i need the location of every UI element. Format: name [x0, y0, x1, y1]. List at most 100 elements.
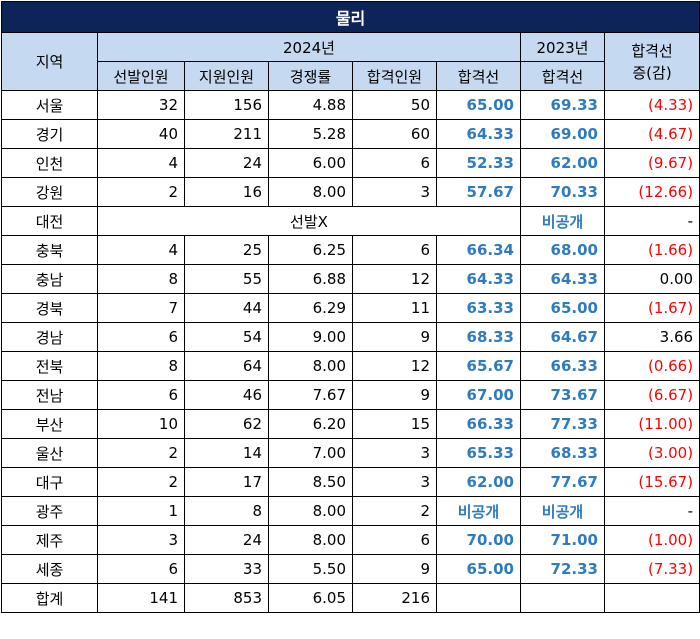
- header-selected: 선발인원: [97, 61, 185, 91]
- cell-ratio: 8.50: [268, 467, 353, 497]
- cell-passed: 12: [352, 351, 437, 381]
- cell-total-label: 합계: [1, 583, 98, 613]
- cell-region: 충남: [1, 264, 98, 294]
- table-row: 대구 2 17 8.50 3 62.00 77.67 (15.67): [1, 467, 700, 497]
- table-row: 충북 4 25 6.25 6 66.34 68.00 (1.66): [1, 235, 700, 265]
- table-row: 전북 8 64 8.00 12 65.67 66.33 (0.66): [1, 351, 700, 381]
- cell-cutoff-2023: 68.33: [520, 438, 605, 468]
- header-ratio: 경쟁률: [268, 61, 353, 91]
- cell-region: 경북: [1, 293, 98, 323]
- cell-applicants: 24: [184, 148, 269, 178]
- cell-total-applicants: 853: [184, 583, 269, 613]
- cell-applicants: 25: [184, 235, 269, 265]
- cell-applicants: 14: [184, 438, 269, 468]
- cell-total-cutoff-2024: [436, 583, 521, 613]
- cell-passed: 3: [352, 438, 437, 468]
- cell-applicants: 8: [184, 496, 269, 526]
- cell-selected: 7: [97, 293, 185, 323]
- cell-ratio: 9.00: [268, 322, 353, 352]
- cell-ratio: 7.67: [268, 380, 353, 410]
- cell-cutoff-2023: 비공개: [520, 496, 605, 526]
- cell-selected: 3: [97, 525, 185, 555]
- cell-cutoff-2023: 70.33: [520, 177, 605, 207]
- cell-cutoff-2023: 비공개: [520, 206, 605, 236]
- cell-cutoff-2023: 69.00: [520, 119, 605, 149]
- cell-applicants: 211: [184, 119, 269, 149]
- table-row: 부산 10 62 6.20 15 66.33 77.33 (11.00): [1, 409, 700, 439]
- cell-total-cutoff-2023: [520, 583, 605, 613]
- cell-cutoff-2023: 72.33: [520, 554, 605, 584]
- cell-passed: 3: [352, 177, 437, 207]
- header-change-line2: 증(감): [632, 63, 672, 82]
- cell-region: 전남: [1, 380, 98, 410]
- cell-cutoff-2023: 64.33: [520, 264, 605, 294]
- cell-cutoff-2023: 77.67: [520, 467, 605, 497]
- cell-passed: 9: [352, 322, 437, 352]
- cell-cutoff-2024: 64.33: [436, 119, 521, 149]
- cell-cutoff-2023: 62.00: [520, 148, 605, 178]
- cell-ratio: 5.28: [268, 119, 353, 149]
- table-row: 강원 2 16 8.00 3 57.67 70.33 (12.66): [1, 177, 700, 207]
- cell-change: (15.67): [603, 467, 700, 497]
- cell-change: -: [603, 206, 700, 236]
- cell-selected: 32: [97, 90, 185, 120]
- cell-selected: 2: [97, 467, 185, 497]
- header-region: 지역: [1, 32, 98, 91]
- cell-region: 부산: [1, 409, 98, 439]
- cell-passed: 15: [352, 409, 437, 439]
- cell-cutoff-2023: 71.00: [520, 525, 605, 555]
- cell-selected: 4: [97, 235, 185, 265]
- cell-selected: 6: [97, 322, 185, 352]
- cell-ratio: 8.00: [268, 351, 353, 381]
- cell-applicants: 17: [184, 467, 269, 497]
- cell-selected: 2: [97, 177, 185, 207]
- cell-region: 충북: [1, 235, 98, 265]
- cell-change: (1.67): [603, 293, 700, 323]
- cell-cutoff-2024: 70.00: [436, 525, 521, 555]
- cell-change: (3.00): [603, 438, 700, 468]
- cell-selected: 6: [97, 554, 185, 584]
- table-row: 울산 2 14 7.00 3 65.33 68.33 (3.00): [1, 438, 700, 468]
- cell-passed: 6: [352, 235, 437, 265]
- cutoff-table: 물리 지역 2024년 2023년 합격선 증(감) 선발인원 지원인원 경쟁률…: [0, 1, 700, 613]
- cell-applicants: 62: [184, 409, 269, 439]
- table-row: 대전 선발X 비공개 -: [1, 206, 700, 236]
- cell-change: (4.33): [603, 90, 700, 120]
- cell-cutoff-2024: 64.33: [436, 264, 521, 294]
- cell-change: (7.33): [603, 554, 700, 584]
- table-row: 전남 6 46 7.67 9 67.00 73.67 (6.67): [1, 380, 700, 410]
- cell-passed: 2: [352, 496, 437, 526]
- table-row: 세종 6 33 5.50 9 65.00 72.33 (7.33): [1, 554, 700, 584]
- cell-passed: 12: [352, 264, 437, 294]
- cell-region: 전북: [1, 351, 98, 381]
- cell-applicants: 33: [184, 554, 269, 584]
- cell-applicants: 24: [184, 525, 269, 555]
- cell-ratio: 8.00: [268, 525, 353, 555]
- cell-cutoff-2024: 63.33: [436, 293, 521, 323]
- cell-selected: 4: [97, 148, 185, 178]
- cell-change: (0.66): [603, 351, 700, 381]
- cell-applicants: 44: [184, 293, 269, 323]
- cell-change: (12.66): [603, 177, 700, 207]
- cell-passed: 9: [352, 380, 437, 410]
- cell-region: 경기: [1, 119, 98, 149]
- cell-cutoff-2024: 비공개: [436, 496, 521, 526]
- table-row: 경남 6 54 9.00 9 68.33 64.67 3.66: [1, 322, 700, 352]
- cell-ratio: 6.00: [268, 148, 353, 178]
- cell-passed: 3: [352, 467, 437, 497]
- cell-region: 인천: [1, 148, 98, 178]
- header-cutoff-2023: 합격선: [520, 61, 605, 91]
- cell-cutoff-2024: 52.33: [436, 148, 521, 178]
- cell-total-ratio: 6.05: [268, 583, 353, 613]
- cell-applicants: 55: [184, 264, 269, 294]
- cell-passed: 11: [352, 293, 437, 323]
- table-row: 충남 8 55 6.88 12 64.33 64.33 0.00: [1, 264, 700, 294]
- cell-ratio: 6.29: [268, 293, 353, 323]
- cell-selected: 6: [97, 380, 185, 410]
- cell-selected: 2: [97, 438, 185, 468]
- cell-passed: 6: [352, 148, 437, 178]
- table-row: 경북 7 44 6.29 11 63.33 65.00 (1.67): [1, 293, 700, 323]
- table-body: 서울 32 156 4.88 50 65.00 69.33 (4.33) 경기 40 211 5.28…: [1, 90, 700, 613]
- cell-ratio: 6.88: [268, 264, 353, 294]
- cell-region: 경남: [1, 322, 98, 352]
